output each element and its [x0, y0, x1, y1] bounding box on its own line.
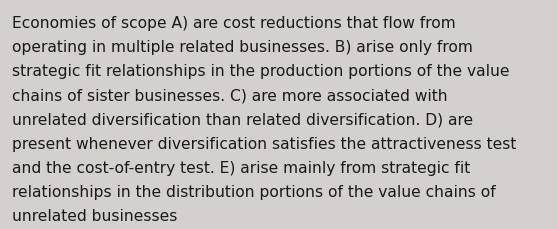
Text: operating in multiple related businesses. B) arise only from: operating in multiple related businesses… [12, 40, 473, 55]
Text: present whenever diversification satisfies the attractiveness test: present whenever diversification satisfi… [12, 136, 517, 151]
Text: unrelated diversification than related diversification. D) are: unrelated diversification than related d… [12, 112, 473, 127]
Text: strategic fit relationships in the production portions of the value: strategic fit relationships in the produ… [12, 64, 510, 79]
Text: Economies of scope A) are cost reductions that flow from: Economies of scope A) are cost reduction… [12, 16, 456, 31]
Text: unrelated businesses: unrelated businesses [12, 208, 177, 223]
Text: and the cost-of-entry test. E) arise mainly from strategic fit: and the cost-of-entry test. E) arise mai… [12, 160, 470, 175]
Text: chains of sister businesses. C) are more associated with: chains of sister businesses. C) are more… [12, 88, 448, 103]
Text: relationships in the distribution portions of the value chains of: relationships in the distribution portio… [12, 184, 496, 199]
